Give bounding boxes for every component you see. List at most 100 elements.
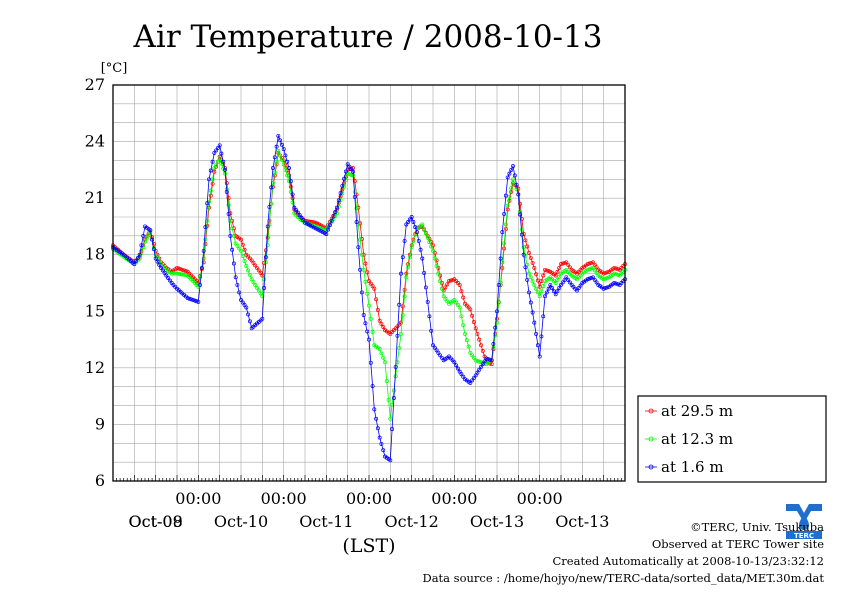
data-point [359,252,364,257]
data-point [507,198,512,203]
data-point [352,194,357,199]
data-point [459,289,464,294]
data-point [404,275,409,280]
data-point [377,318,382,323]
data-point [242,259,247,263]
data-point [605,270,610,275]
data-point [239,248,243,253]
data-point [471,320,476,324]
data-point [228,218,233,223]
data-point [347,172,352,177]
data-point [479,343,483,348]
data-point [340,187,345,192]
legend: at 29.5 m at 12.3 m at 1.6 m [637,395,827,483]
data-point [612,265,617,270]
data-point [237,290,242,295]
legend-swatch-marker [648,464,654,470]
data-point [368,360,373,365]
data-point [219,151,224,156]
data-point [468,380,473,385]
data-point [564,260,569,265]
data-point [207,177,211,182]
data-point [530,310,535,315]
data-point [333,210,338,214]
data-point [615,282,620,287]
data-point [555,269,560,274]
data-point [473,373,478,378]
y-tick-label: 6 [95,471,105,490]
y-tick-label: 15 [85,301,105,320]
data-point [615,272,620,277]
data-point [383,360,387,365]
data-point [422,226,427,231]
data-point [605,276,610,280]
data-point [416,238,421,243]
data-point [473,326,478,331]
data-point [258,291,263,296]
data-point [475,331,480,336]
data-point [461,374,466,379]
data-point [223,167,227,172]
data-point [224,189,229,194]
data-point [502,241,507,246]
data-point [217,156,222,161]
data-point [358,237,363,242]
data-point [301,218,306,223]
data-point [471,355,476,360]
data-point [525,244,530,249]
data-point [400,255,405,260]
data-point [226,211,231,216]
data-point [171,271,176,276]
data-point [525,277,530,282]
y-tick-label: 21 [85,188,105,207]
data-point [480,348,485,353]
data-point [528,275,533,280]
data-point [288,184,293,189]
data-point [407,217,412,222]
data-point [457,305,462,310]
data-point [164,273,169,278]
data-point [208,168,213,173]
data-point [591,275,595,280]
x-tick-date: Oct-13 [555,512,609,531]
data-point [358,267,363,272]
data-point [226,203,231,208]
data-point [162,270,167,275]
data-point [189,297,194,302]
data-point [363,261,368,266]
data-point [477,367,482,372]
data-point [372,407,377,412]
data-point [132,262,137,267]
data-point [514,187,519,192]
data-point [137,256,142,261]
series-line [112,149,626,419]
data-point [326,227,331,232]
data-point [484,356,489,361]
data-point [455,303,460,307]
data-point [585,267,590,272]
data-point [294,208,299,213]
footer-source: Data source : /home/hojyo/new/TERC-data/… [422,571,824,585]
data-point [535,278,540,283]
footer-copyright: ©TERC, Univ. Tsukuba [690,520,824,534]
data-point [525,262,530,267]
data-point [509,167,514,172]
data-point [559,282,563,287]
data-point [612,281,617,285]
data-point [393,374,398,379]
data-point [511,164,515,169]
data-point [379,351,384,356]
data-point [338,191,343,196]
data-point [438,279,443,284]
data-point [528,255,533,260]
data-point [255,265,259,270]
data-point [240,300,245,305]
data-point [555,289,560,294]
data-point [420,222,425,227]
data-point [365,291,370,296]
plot-frame [112,84,626,482]
data-point [407,255,412,260]
data-point [395,333,400,338]
data-point [438,353,443,358]
